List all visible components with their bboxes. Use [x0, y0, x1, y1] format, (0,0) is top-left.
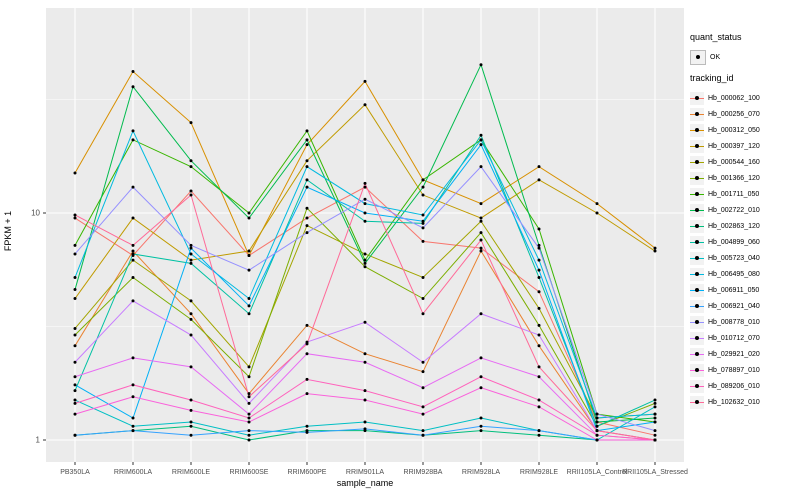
svg-text:RRIM600LA: RRIM600LA	[114, 469, 152, 476]
svg-text:RRIM600LE: RRIM600LE	[172, 469, 210, 476]
svg-text:RRII105LA_Control: RRII105LA_Control	[567, 469, 628, 476]
legend-key-line-icon	[690, 379, 704, 393]
legend-key-line-icon	[690, 267, 704, 281]
legend-label: Hb_006911_050	[708, 286, 760, 294]
legend-item-Hb_002863_120: Hb_002863_120	[690, 218, 798, 234]
legend-label: Hb_000256_070	[708, 110, 760, 118]
legend-key-line-icon	[690, 107, 704, 121]
legend-label: Hb_000397_120	[708, 142, 760, 150]
legend-item-Hb_002722_010: Hb_002722_010	[690, 202, 798, 218]
y-axis-ticks: 1 10	[31, 209, 46, 445]
svg-text:10: 10	[31, 209, 40, 218]
legend-item-Hb_001366_120: Hb_001366_120	[690, 170, 798, 186]
legend-key-line-icon	[690, 187, 704, 201]
legend-item-quant-status-ok: OK	[690, 49, 798, 65]
plot-canvas: 1 10 PB350LA RRIM600LA RRIM600LE RRIM600SE RRI…	[31, 8, 688, 476]
legend-item-Hb_089206_010: Hb_089206_010	[690, 378, 798, 394]
legend-item-Hb_000544_160: Hb_000544_160	[690, 154, 798, 170]
legend-label: Hb_001366_120	[708, 174, 760, 182]
legend-item-Hb_000256_070: Hb_000256_070	[690, 106, 798, 122]
legend-key-line-icon	[690, 299, 704, 313]
legend-label: Hb_078897_010	[708, 366, 760, 374]
legend-key-line-icon	[690, 155, 704, 169]
tracking-id-legend-title: tracking_id	[690, 73, 734, 83]
legend-key-line-icon	[690, 219, 704, 233]
legend-item-Hb_010712_070: Hb_010712_070	[690, 330, 798, 346]
legend-item-Hb_029921_020: Hb_029921_020	[690, 346, 798, 362]
legend-key-line-icon	[690, 315, 704, 329]
legend-label: Hb_000312_050	[708, 126, 760, 134]
legend-key-line-icon	[690, 171, 704, 185]
legend-key-line-icon	[690, 235, 704, 249]
legend-key-line-icon	[690, 123, 704, 137]
legend-key-line-icon	[690, 139, 704, 153]
legend-label: Hb_102632_010	[708, 398, 760, 406]
legend-key-line-icon	[690, 363, 704, 377]
svg-text:RRIM928LA: RRIM928LA	[462, 469, 500, 476]
legend-item-Hb_102632_010: Hb_102632_010	[690, 394, 798, 410]
svg-text:RRIM600PE: RRIM600PE	[288, 469, 327, 476]
legend-label: OK	[710, 53, 721, 61]
legend-item-Hb_006921_040: Hb_006921_040	[690, 298, 798, 314]
legend-item-Hb_006911_050: Hb_006911_050	[690, 282, 798, 298]
legend-item-Hb_000062_100: Hb_000062_100	[690, 90, 798, 106]
legend-item-Hb_004899_060: Hb_004899_060	[690, 234, 798, 250]
legend-label: Hb_006495_080	[708, 270, 760, 278]
legend-key-point-icon	[690, 49, 706, 65]
svg-text:RRIM928BA: RRIM928BA	[404, 469, 443, 476]
legend-section-quant-status: quant_status OK	[690, 32, 798, 65]
legend-label: Hb_002722_010	[708, 206, 760, 214]
quant-status-legend-title: quant_status	[690, 32, 742, 42]
legend-label: Hb_008778_010	[708, 318, 760, 326]
legend-item-Hb_008778_010: Hb_008778_010	[690, 314, 798, 330]
legend-label: Hb_000062_100	[708, 94, 760, 102]
legend-label: Hb_002863_120	[708, 222, 760, 230]
svg-text:RRIM928LE: RRIM928LE	[520, 469, 558, 476]
legend-label: Hb_010712_070	[708, 334, 760, 342]
legend-key-line-icon	[690, 251, 704, 265]
svg-text:RRIM600SE: RRIM600SE	[230, 469, 269, 476]
svg-text:1: 1	[36, 436, 41, 445]
y-axis-title: FPKM + 1	[3, 210, 13, 252]
legend-label: Hb_089206_010	[708, 382, 760, 390]
legend-label: Hb_029921_020	[708, 350, 760, 358]
tracking-id-legend-items: Hb_000062_100 Hb_000256_070 Hb_000312_050 H…	[690, 90, 798, 410]
svg-text:RRIM901LA: RRIM901LA	[346, 469, 384, 476]
legend-item-Hb_006495_080: Hb_006495_080	[690, 266, 798, 282]
x-axis-title: sample_name	[336, 478, 394, 488]
legend-key-line-icon	[690, 395, 704, 409]
legend-item-Hb_078897_010: Hb_078897_010	[690, 362, 798, 378]
x-axis-ticks: PB350LA RRIM600LA RRIM600LE RRIM600SE RRIM60…	[60, 462, 688, 476]
legend-item-Hb_000312_050: Hb_000312_050	[690, 122, 798, 138]
legend-label: Hb_000544_160	[708, 158, 760, 166]
svg-text:RRII105LA_Stressed: RRII105LA_Stressed	[622, 469, 688, 476]
legend: quant_status OK tracking_id Hb_000062_10…	[690, 24, 798, 410]
legend-label: Hb_004899_060	[708, 238, 760, 246]
legend-key-line-icon	[690, 283, 704, 297]
legend-label: Hb_005723_040	[708, 254, 760, 262]
legend-key-line-icon	[690, 91, 704, 105]
svg-text:PB350LA: PB350LA	[60, 469, 90, 476]
legend-key-line-icon	[690, 347, 704, 361]
legend-label: Hb_001711_050	[708, 190, 760, 198]
legend-label: Hb_006921_040	[708, 302, 760, 310]
legend-item-Hb_005723_040: Hb_005723_040	[690, 250, 798, 266]
legend-item-Hb_000397_120: Hb_000397_120	[690, 138, 798, 154]
legend-key-line-icon	[690, 331, 704, 345]
data-points	[73, 63, 657, 442]
legend-key-line-icon	[690, 203, 704, 217]
legend-item-Hb_001711_050: Hb_001711_050	[690, 186, 798, 202]
legend-section-tracking-id: tracking_id Hb_000062_100 Hb_000256_070 Hb…	[690, 73, 798, 410]
